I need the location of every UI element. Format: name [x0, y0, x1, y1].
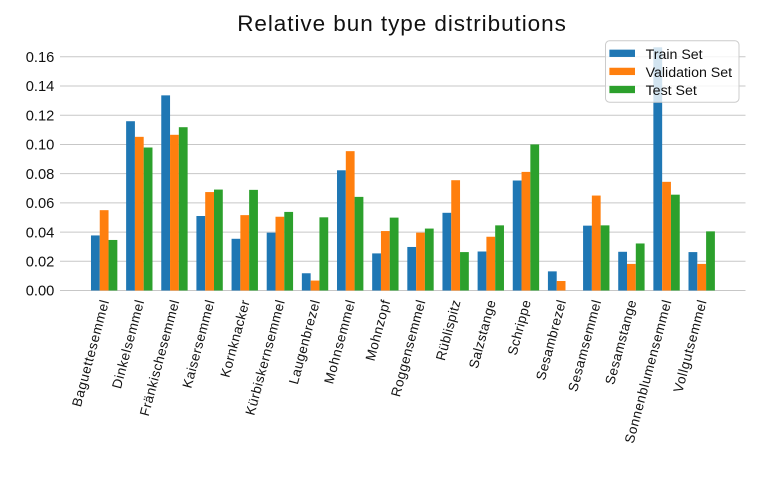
svg-text:0.00: 0.00: [26, 284, 55, 300]
svg-text:0.10: 0.10: [26, 138, 55, 154]
svg-text:Train Set: Train Set: [646, 47, 703, 63]
svg-text:0.16: 0.16: [26, 50, 55, 66]
svg-text:Validation Set: Validation Set: [646, 65, 733, 81]
svg-text:Test Set: Test Set: [646, 83, 697, 99]
svg-text:0.02: 0.02: [26, 254, 55, 270]
svg-text:Relative bun type distribution: Relative bun type distributions: [237, 11, 567, 36]
svg-text:0.06: 0.06: [26, 196, 55, 212]
svg-text:0.14: 0.14: [26, 79, 55, 95]
svg-text:0.12: 0.12: [26, 108, 55, 124]
svg-text:0.08: 0.08: [26, 167, 55, 183]
svg-text:0.04: 0.04: [26, 225, 55, 241]
